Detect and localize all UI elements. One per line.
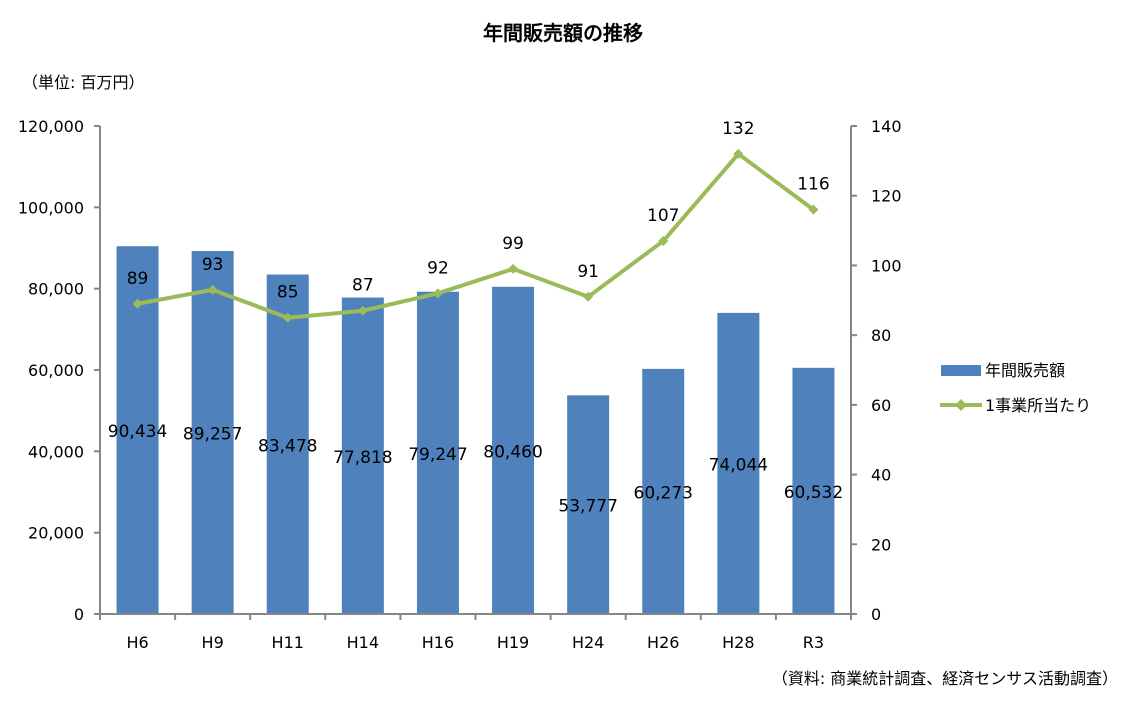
legend: 年間販売額 1事業所当たり — [940, 361, 1091, 415]
x-tick-label: H9 — [202, 633, 224, 652]
line-point-H24 — [583, 291, 594, 302]
x-tick-label: H26 — [647, 633, 679, 652]
x-tick-label: H11 — [272, 633, 304, 652]
line-point-H6 — [132, 298, 143, 309]
bar-data-label: 80,460 — [483, 442, 542, 462]
left-tick-label: 100,000 — [18, 198, 84, 217]
right-tick-label: 100 — [871, 256, 902, 275]
line-point-H11 — [282, 312, 293, 323]
right-tick-label: 140 — [871, 117, 902, 136]
x-tick-label: R3 — [803, 633, 824, 652]
line-series — [137, 151, 815, 320]
right-tick-label: 120 — [871, 187, 902, 206]
right-tick-label: 80 — [871, 326, 891, 345]
chart-title: 年間販売額の推移 — [483, 21, 643, 45]
bar-data-label: 79,247 — [408, 445, 467, 465]
left-tick-label: 20,000 — [28, 524, 84, 543]
x-tick-label: H28 — [722, 633, 754, 652]
line-point-H14 — [357, 305, 368, 316]
x-tick-label: H6 — [126, 633, 148, 652]
legend-bar-label: 年間販売額 — [985, 361, 1065, 380]
bar-H14 — [341, 297, 384, 614]
line-data-label: 107 — [647, 206, 679, 226]
bar-H24 — [567, 395, 610, 614]
right-tick-label: 40 — [871, 466, 891, 485]
bar-H19 — [492, 286, 535, 614]
bar-data-label: 74,044 — [709, 455, 768, 475]
left-tick-label: 40,000 — [28, 442, 84, 461]
line-data-label: 89 — [127, 269, 149, 289]
x-tick-label: H24 — [572, 633, 604, 652]
right-tick-label: 20 — [871, 535, 891, 554]
bar-data-label: 83,478 — [258, 436, 317, 456]
line-point-H28 — [733, 148, 744, 159]
line-point-H9 — [207, 284, 218, 295]
line-data-label: 99 — [502, 234, 524, 254]
line-point-H19 — [508, 263, 519, 274]
line-data-label: 85 — [277, 283, 299, 303]
bar-R3 — [792, 367, 835, 614]
line-data-label: 116 — [797, 175, 829, 195]
left-tick-label: 0 — [74, 605, 84, 624]
bar-H16 — [416, 291, 459, 614]
line-data-label: 87 — [352, 276, 374, 296]
line-data-label: 132 — [722, 119, 754, 139]
x-tick-label: H14 — [347, 633, 379, 652]
source-note: （資料: 商業統計調査、経済センサス活動調査） — [772, 669, 1118, 688]
bar-H11 — [266, 274, 309, 614]
bar-H9 — [191, 251, 234, 614]
left-tick-label: 80,000 — [28, 280, 84, 299]
bar-data-label: 77,818 — [333, 448, 392, 468]
bar-data-label: 90,434 — [108, 422, 167, 442]
legend-bar-swatch — [941, 365, 981, 376]
bar-data-label: 60,532 — [784, 483, 843, 503]
line-point-H16 — [432, 288, 443, 299]
line-point-R3 — [808, 204, 819, 215]
line-data-label: 91 — [577, 262, 599, 282]
bar-H28 — [717, 312, 760, 614]
right-tick-label: 0 — [871, 605, 881, 624]
right-tick-label: 60 — [871, 396, 891, 415]
line-point-H26 — [658, 236, 669, 247]
line-data-label: 92 — [427, 258, 449, 278]
bar-data-label: 60,273 — [634, 483, 693, 503]
left-tick-label: 120,000 — [18, 117, 84, 136]
x-tick-label: H16 — [422, 633, 454, 652]
left-tick-label: 60,000 — [28, 361, 84, 380]
legend-line-label: 1事業所当たり — [985, 396, 1091, 415]
line-data-label: 93 — [202, 255, 224, 275]
x-tick-label: H19 — [497, 633, 529, 652]
bar-H26 — [642, 368, 685, 614]
unit-label: （単位: 百万円） — [22, 73, 144, 92]
bar-data-label: 89,257 — [183, 425, 242, 445]
bar-data-label: 53,777 — [558, 497, 617, 517]
legend-line-marker — [955, 399, 967, 411]
